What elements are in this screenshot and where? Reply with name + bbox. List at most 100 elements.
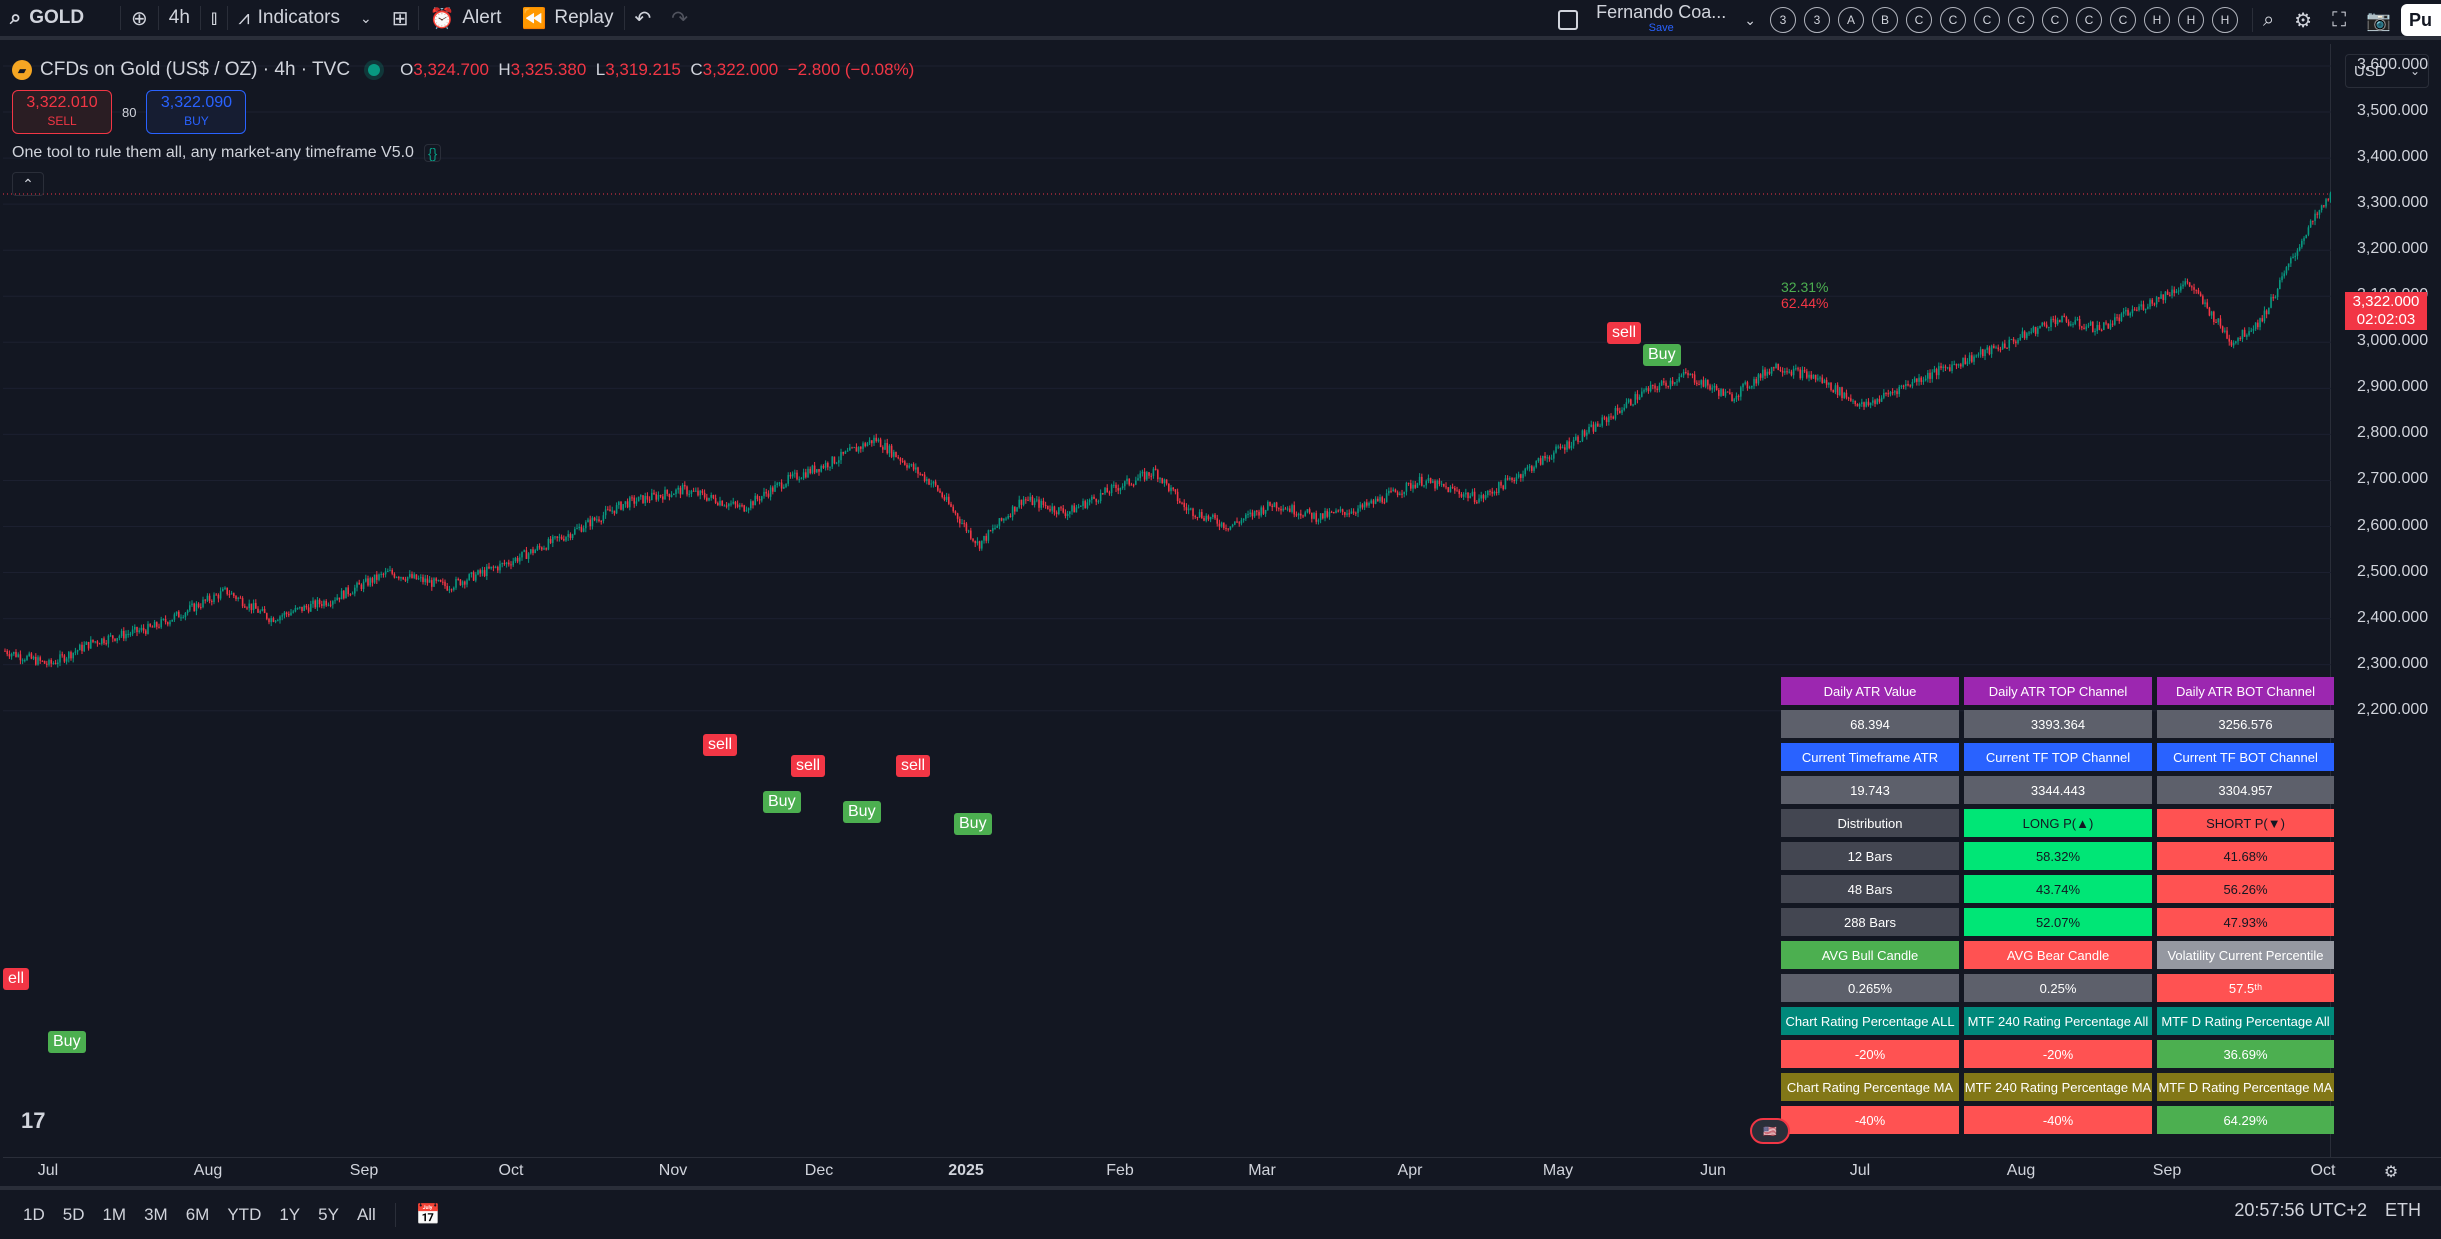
price-chart[interactable] xyxy=(3,44,2331,1157)
chart-pane[interactable]: 32.31% 62.44% ell Buy sell Buy sell Buy … xyxy=(3,44,2331,1157)
replay-button[interactable]: ⏪ Replay xyxy=(511,0,623,38)
layout-button[interactable]: C xyxy=(1939,7,1966,33)
redo-icon: ↷ xyxy=(671,7,689,30)
layout-button[interactable]: B xyxy=(1871,7,1898,33)
range-button[interactable]: 3M xyxy=(144,1204,168,1224)
candle-body xyxy=(624,501,627,505)
layout-checkbox[interactable] xyxy=(1548,0,1588,40)
candle-body xyxy=(809,468,812,474)
candle-body xyxy=(2052,318,2055,320)
indicators-button[interactable]: ⩘ Indicators xyxy=(228,0,350,38)
candle-body xyxy=(1792,368,1795,376)
candle-body xyxy=(961,523,963,525)
candle-body xyxy=(277,620,279,622)
layout-button[interactable]: H xyxy=(2177,7,2204,33)
divider xyxy=(120,6,121,30)
chart-type-button[interactable]: ⫾ xyxy=(201,0,227,38)
candle-body xyxy=(235,596,237,599)
candle-body xyxy=(686,486,688,495)
range-button[interactable]: 1Y xyxy=(279,1204,301,1224)
tradingview-logo[interactable]: 17 xyxy=(21,1108,46,1133)
undo-button[interactable]: ↶ xyxy=(625,0,662,38)
candle-body xyxy=(1291,505,1293,512)
range-button[interactable]: YTD xyxy=(227,1204,262,1224)
candle-body xyxy=(208,595,211,601)
candle-body xyxy=(750,501,752,509)
layout-menu-button[interactable]: ⌄ xyxy=(1734,0,1766,40)
indicator-legend-row[interactable]: One tool to rule them all, any market-an… xyxy=(12,144,914,162)
candle-body xyxy=(1735,395,1738,400)
range-button[interactable]: 6M xyxy=(185,1204,210,1224)
symbol-title[interactable]: CFDs on Gold (US$ / OZ) · 4h · TVC xyxy=(40,59,351,80)
candle-body xyxy=(1634,394,1637,405)
layout-button[interactable]: C xyxy=(2007,7,2034,33)
candle-body xyxy=(1885,392,1887,394)
last-price-tag: 3,322.000 02:02:03 xyxy=(2345,292,2427,330)
layout-button[interactable]: C xyxy=(2075,7,2102,33)
session-label[interactable]: ETH xyxy=(2385,1200,2421,1220)
publish-button[interactable]: Pu xyxy=(2401,4,2441,36)
layout-button[interactable]: C xyxy=(1905,7,1932,33)
candle-body xyxy=(2063,315,2066,318)
range-button[interactable]: 1D xyxy=(23,1204,45,1224)
quick-search-button[interactable]: ⌕ xyxy=(2253,0,2284,40)
settings-button[interactable]: ⚙ xyxy=(2284,0,2322,40)
compare-symbol-button[interactable]: ⊕ xyxy=(121,0,158,38)
candle-body xyxy=(1150,475,1153,477)
range-button[interactable]: All xyxy=(356,1204,376,1224)
layout-button[interactable]: A xyxy=(1837,7,1864,33)
candle-body xyxy=(312,600,314,604)
sell-button[interactable]: 3,322.010 SELL xyxy=(12,90,112,134)
candle-body xyxy=(2230,341,2233,346)
candle-body xyxy=(358,582,361,585)
redo-button[interactable]: ↷ xyxy=(661,0,698,38)
layout-button[interactable]: H xyxy=(2143,7,2170,33)
candle-body xyxy=(954,511,957,514)
candle-body xyxy=(741,505,743,507)
candle-body xyxy=(43,660,46,664)
candle-body xyxy=(1425,480,1428,486)
market-status-dot[interactable] xyxy=(368,64,381,76)
candle-body xyxy=(884,442,886,450)
layout-button[interactable]: C xyxy=(1973,7,2000,33)
currency-select[interactable]: USD ⌄ xyxy=(2345,54,2429,88)
candle-body xyxy=(2215,322,2217,324)
fullscreen-button[interactable]: ⛶ xyxy=(2322,0,2356,40)
clock-time[interactable]: 20:57:56 UTC+2 xyxy=(2234,1200,2367,1220)
candle-body xyxy=(455,578,457,588)
candle-body xyxy=(560,536,563,540)
us-flag-badge[interactable]: 🇺🇸 xyxy=(1750,1118,1790,1144)
layouts-button[interactable]: ⊞ xyxy=(382,0,419,38)
candle-body xyxy=(2171,289,2173,296)
layout-button[interactable]: C xyxy=(2041,7,2068,33)
range-button[interactable]: 5D xyxy=(62,1204,85,1224)
range-button[interactable]: 1M xyxy=(102,1204,127,1224)
candle-body xyxy=(90,639,92,649)
buy-button[interactable]: 3,322.090 BUY xyxy=(146,90,247,134)
save-link[interactable]: Save xyxy=(1648,22,1674,34)
symbol-search-button[interactable]: ⌕ GOLD xyxy=(0,0,120,38)
candle-body xyxy=(910,464,913,466)
layout-button[interactable]: C xyxy=(2109,7,2136,33)
candle-body xyxy=(1592,424,1595,432)
snapshot-button[interactable]: 📷 xyxy=(2356,0,2401,40)
indicator-templates-button[interactable]: ⌄ xyxy=(350,0,382,38)
timeframe-button[interactable]: 4h xyxy=(159,0,200,38)
layout-button[interactable]: 3 xyxy=(1803,7,1830,33)
candle-body xyxy=(670,495,673,497)
price-scale[interactable]: USD ⌄ 3,600.000 3,500.000 3,400.000 3,300.0… xyxy=(2331,44,2441,1157)
collapse-legend-button[interactable]: ⌃ xyxy=(12,172,44,196)
candle-body xyxy=(1128,478,1131,485)
source-code-icon[interactable]: {} xyxy=(423,144,442,162)
layout-profile[interactable]: Fernando Coa... Save xyxy=(1588,3,1734,36)
layout-button[interactable]: 3 xyxy=(1769,7,1796,33)
go-to-date-button[interactable]: 📅 xyxy=(406,1195,451,1235)
time-scale[interactable]: Jul Aug Sep Oct Nov Dec 2025 Feb Mar Apr May Jun Jul… xyxy=(3,1157,2441,1185)
candle-body xyxy=(1278,508,1280,510)
layout-button[interactable]: H xyxy=(2211,7,2238,33)
scale-settings-icon[interactable]: ⚙ xyxy=(2383,1164,2399,1181)
alert-button[interactable]: ⏰ Alert xyxy=(419,0,511,38)
range-button[interactable]: 5Y xyxy=(318,1204,339,1224)
candle-body xyxy=(915,467,917,470)
candle-body xyxy=(1009,515,1012,517)
